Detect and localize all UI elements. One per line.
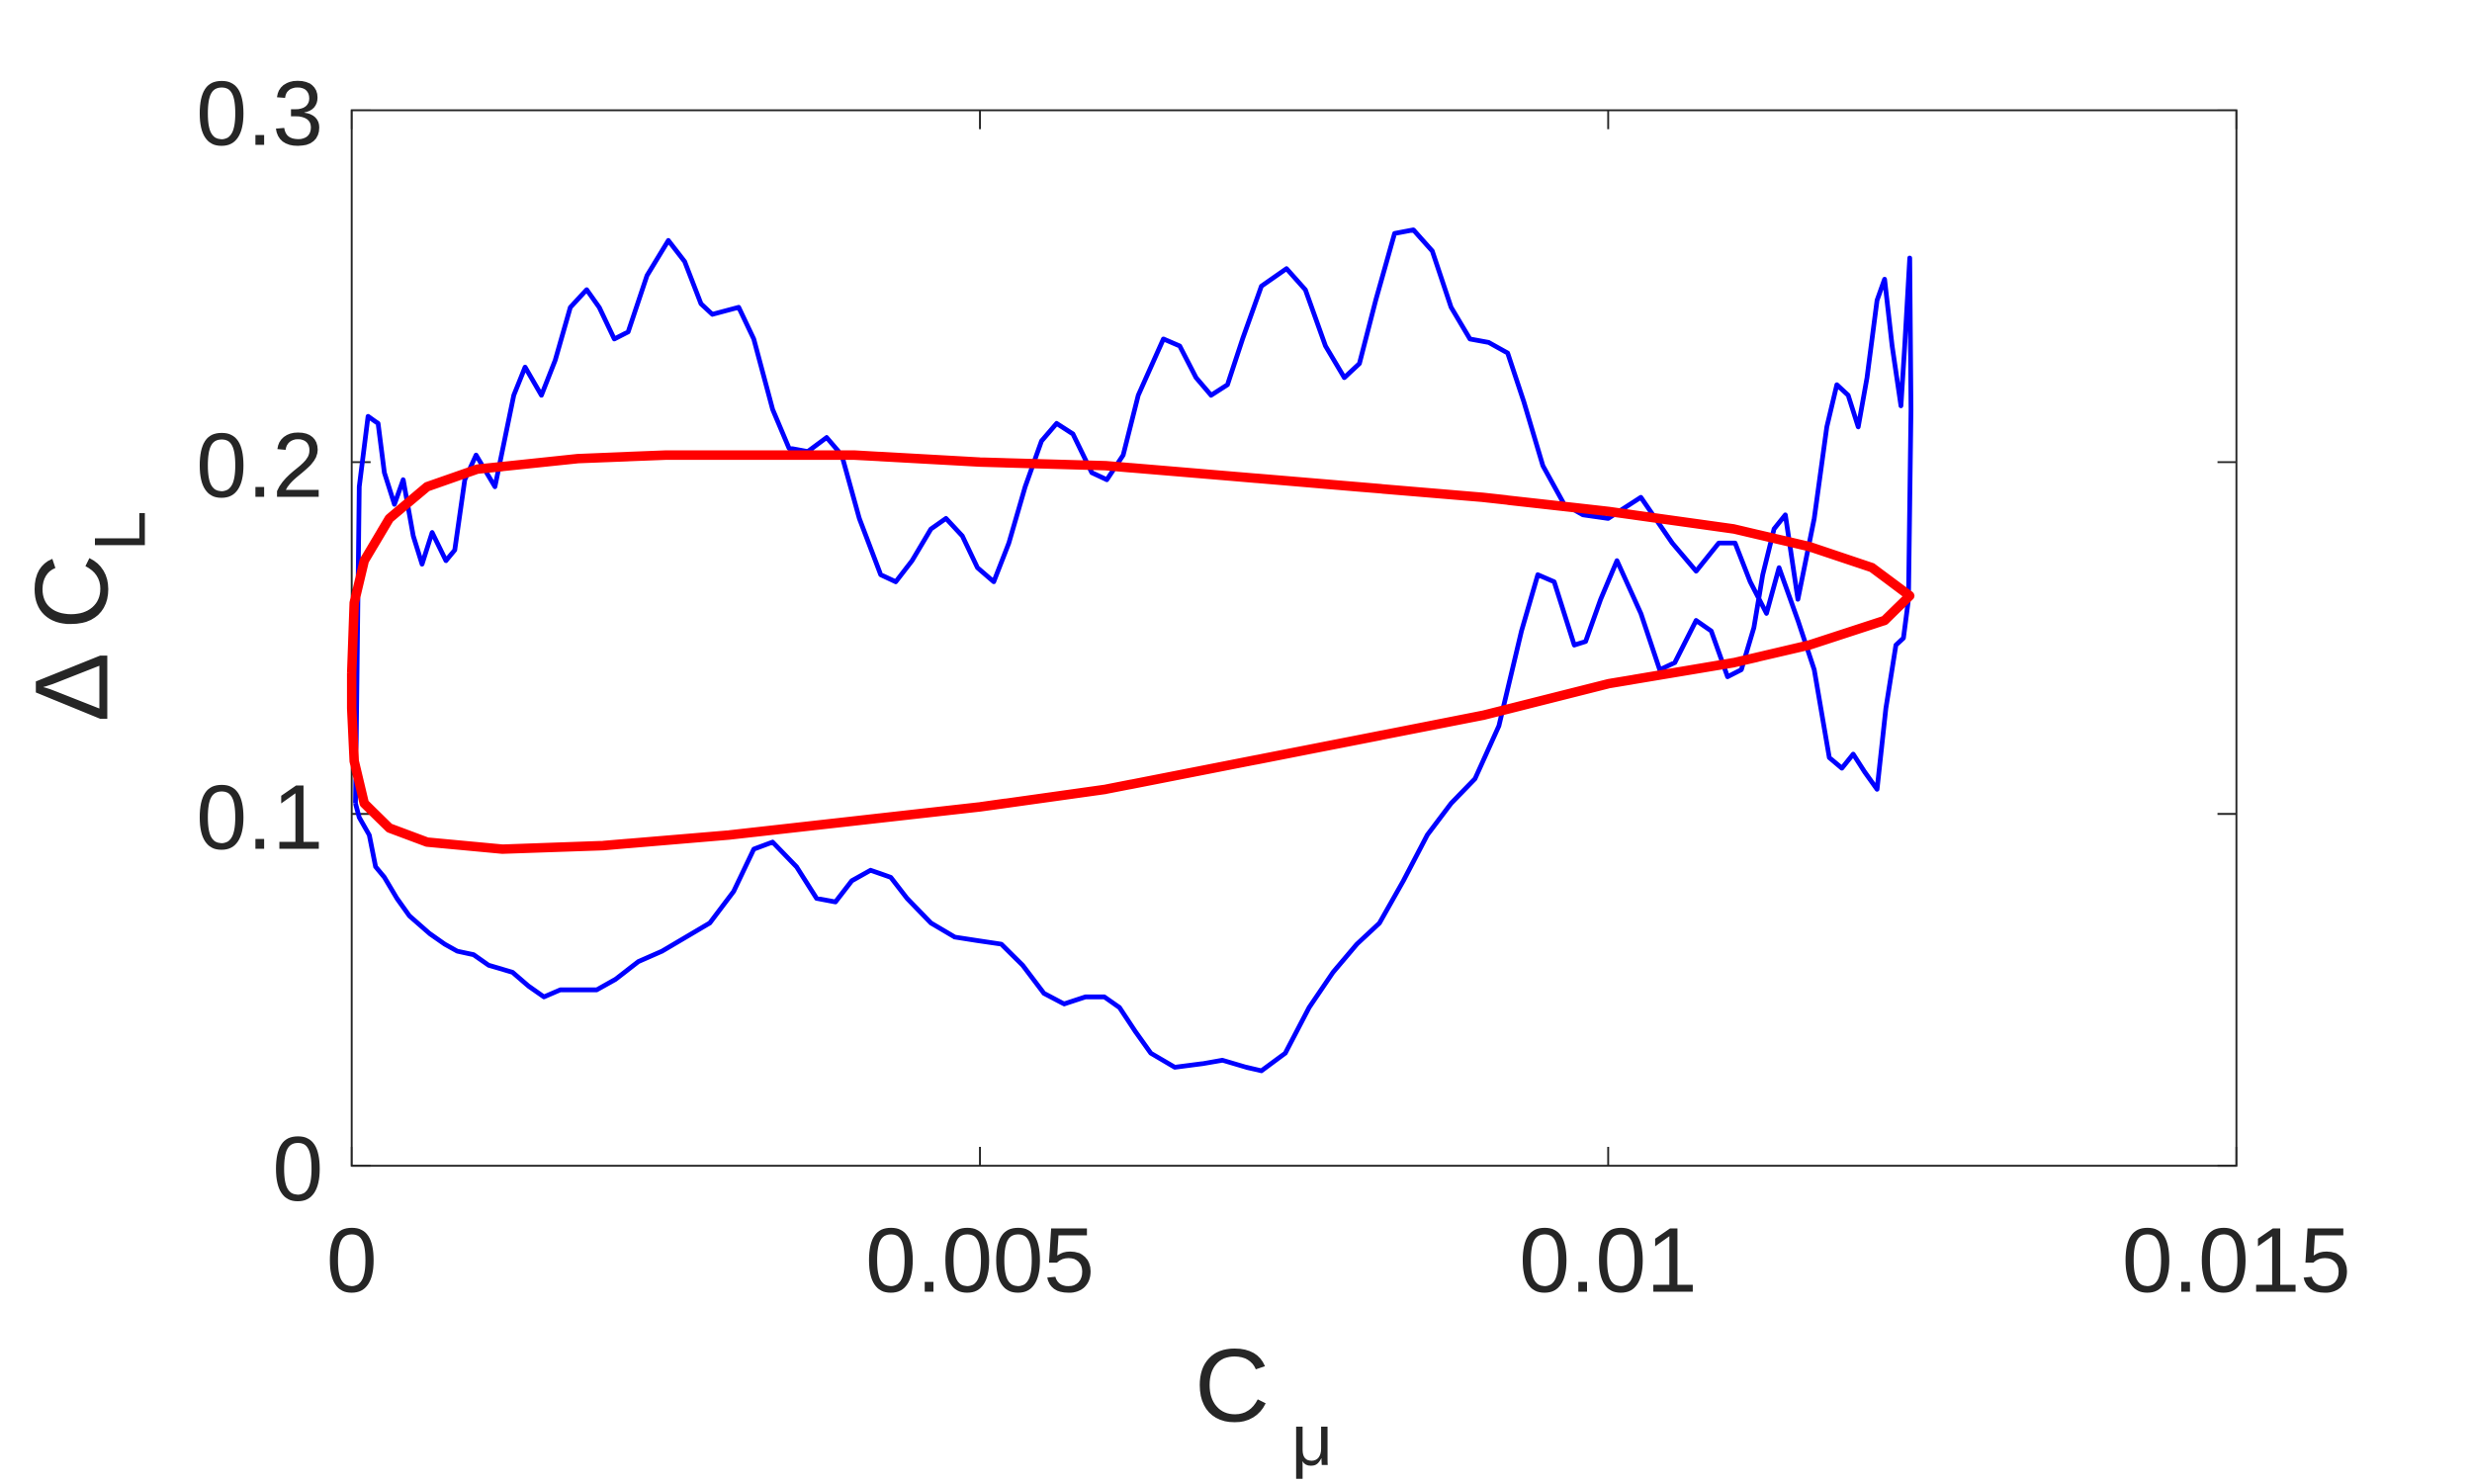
y-tick-label: 0.1 [196,765,323,868]
y-tick-label: 0.2 [196,414,323,517]
x-tick-label: 0 [326,1209,377,1312]
data-line [346,450,1915,854]
data-line [353,227,1914,1074]
x-tick-label: 0.01 [1519,1209,1697,1312]
y-tick-label: 0.3 [196,62,323,165]
x-axis-label: C [1194,1328,1270,1443]
y-axis-label-sub: L [80,511,161,552]
y-tick-label: 0 [273,1117,323,1220]
y-axis-label-group: Δ C L [14,511,160,723]
y-axis-label: Δ C [14,555,130,723]
x-tick-label: 0.015 [2122,1209,2350,1312]
plot-area: 0 0.005 0.01 0.015 0 0.1 0.2 0.3 [196,62,2350,1312]
x-axis-label-sub: μ [1291,1400,1333,1481]
x-tick-label: 0.005 [865,1209,1094,1312]
